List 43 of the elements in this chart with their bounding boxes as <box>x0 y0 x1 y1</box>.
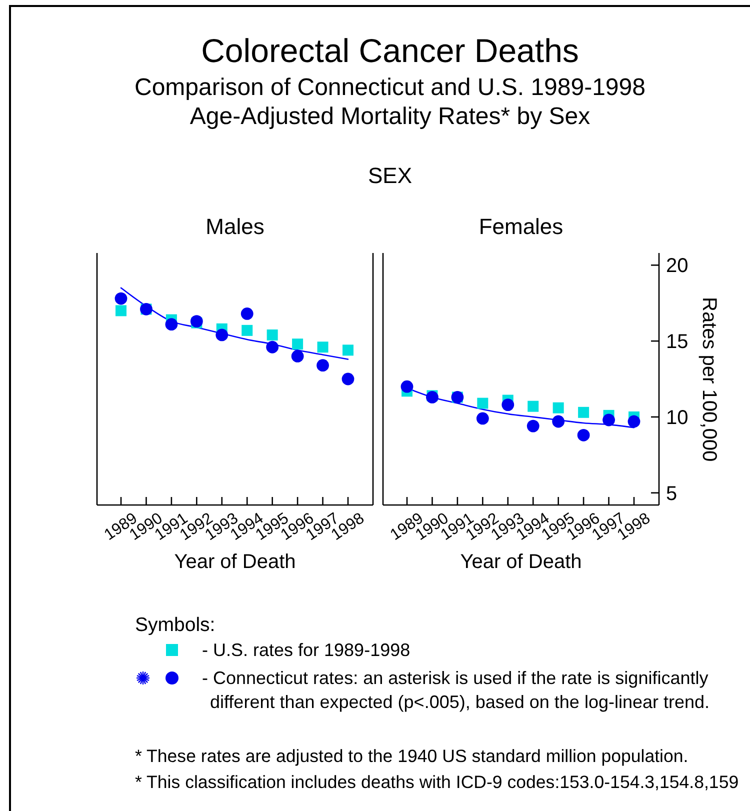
text: SEX <box>366 163 414 188</box>
point <box>342 372 354 386</box>
y-tick-label: 5 <box>666 482 678 505</box>
point <box>165 318 178 331</box>
point <box>577 428 590 442</box>
text: * This classification includes deaths with ICD-9 codes:153.0-154.3,154.8,159 <box>135 771 739 794</box>
point <box>266 329 278 340</box>
y-tick-label: 15 <box>666 331 688 354</box>
point <box>552 402 564 414</box>
point <box>240 308 254 320</box>
point <box>526 420 540 432</box>
x-axis-title: Year of Death <box>459 551 583 573</box>
point <box>266 340 279 354</box>
chart-title: Males <box>204 214 266 239</box>
point <box>242 324 253 336</box>
point <box>477 398 488 409</box>
point <box>578 406 590 418</box>
point <box>216 328 228 342</box>
legend-label: - U.S. rates for 1989-1998 <box>202 639 412 662</box>
point <box>342 344 354 356</box>
legend-label: - Connecticut rates: an asterisk is used if the rate is significantly different than expected (p<.005), based on the log-linear trend. <box>202 667 711 714</box>
point <box>316 359 329 372</box>
point <box>476 412 489 425</box>
point <box>628 415 640 428</box>
point <box>602 414 615 426</box>
y-axis-title: Rates per 100,000 <box>698 296 720 464</box>
point <box>502 398 514 412</box>
x-axis-title: Year of Death <box>173 551 297 573</box>
point <box>116 305 126 316</box>
text: Comparison of Connecticut and U.S. 1989-1998 Age-Adjusted Mortality Rates* by Sex <box>134 73 646 131</box>
point <box>400 380 414 393</box>
text: Colorectal Cancer Deaths <box>200 32 580 69</box>
point <box>114 292 128 305</box>
text: * These rates are adjusted to the 1940 US standard million population. <box>135 745 690 768</box>
point <box>292 338 304 350</box>
point <box>528 400 539 412</box>
point <box>317 342 328 353</box>
y-tick-label: 10 <box>666 407 688 430</box>
y-tick-label: 20 <box>666 255 688 278</box>
chart-title: Females <box>478 214 564 239</box>
legend-title: Symbols: <box>135 613 216 638</box>
point <box>552 415 565 428</box>
point <box>291 350 304 362</box>
